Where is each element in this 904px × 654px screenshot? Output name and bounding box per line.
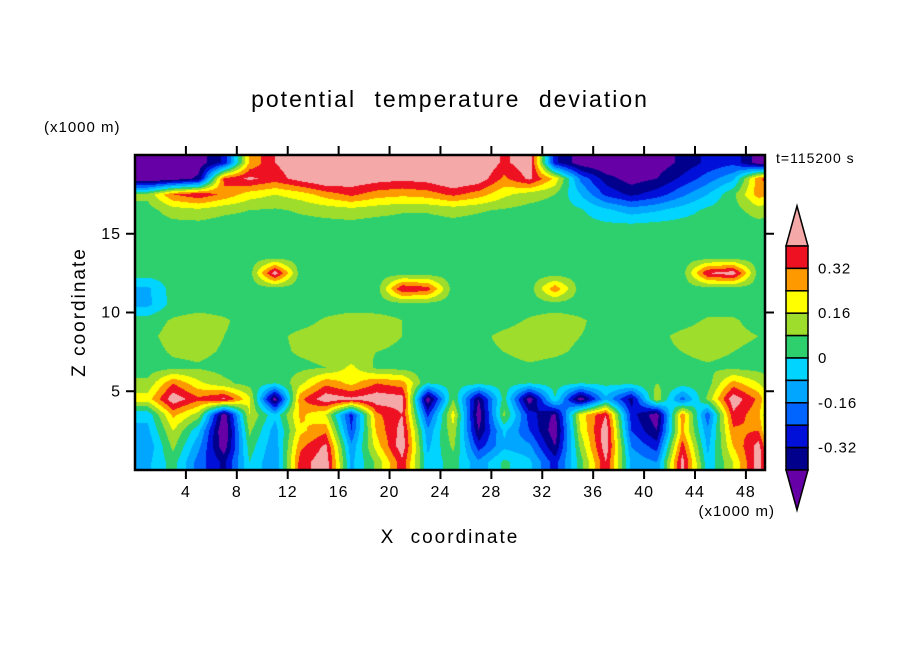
x-tick-label: 36 [583,484,603,501]
x-tick-label: 48 [736,484,756,501]
z-tick-label: 5 [111,383,121,400]
x-tick-label: 40 [634,484,654,501]
z-tick-label: 10 [101,305,121,322]
x-tick-label: 44 [685,484,705,501]
z-axis-title: Z coordinate [69,247,90,377]
z-tick-label: 15 [101,226,121,243]
colorbar-band [785,245,809,270]
z-axis-unit: (x1000 m) [44,119,121,136]
x-tick-label: 20 [380,484,400,501]
colorbar-tick-label: 0.32 [818,260,851,277]
colorbar-band [785,424,809,449]
colorbar-band [785,379,809,404]
plot-title: potential temperature deviation [251,86,649,112]
colorbar-band [785,267,809,292]
colorbar-band [785,357,809,382]
x-tick-label: 32 [532,484,552,501]
time-label: t=115200 s [776,150,855,166]
colorbar-band [785,402,809,426]
colorbar-tick-label: -0.32 [818,440,857,457]
x-tick-label: 8 [232,484,242,501]
x-tick-label: 16 [329,484,349,501]
x-tick-label: 24 [431,484,451,501]
colorbar-arrow-bottom [785,469,809,513]
x-axis-unit: (x1000 m) [698,503,775,520]
colorbar-band [785,312,809,337]
colorbar-band [785,446,809,471]
colorbar-band [785,334,809,359]
x-tick-label: 28 [481,484,501,501]
colorbar-tick-label: -0.16 [818,395,857,412]
x-tick-label: 12 [278,484,298,501]
colorbar-tick-label: 0.16 [818,305,851,322]
colorbar-arrow-top [785,203,809,247]
colorbar-tick-label: 0 [818,350,827,367]
x-axis-title: X coordinate [380,527,520,548]
contour-canvas [135,155,765,470]
x-tick-label: 4 [181,484,191,501]
colorbar-band [785,290,809,314]
